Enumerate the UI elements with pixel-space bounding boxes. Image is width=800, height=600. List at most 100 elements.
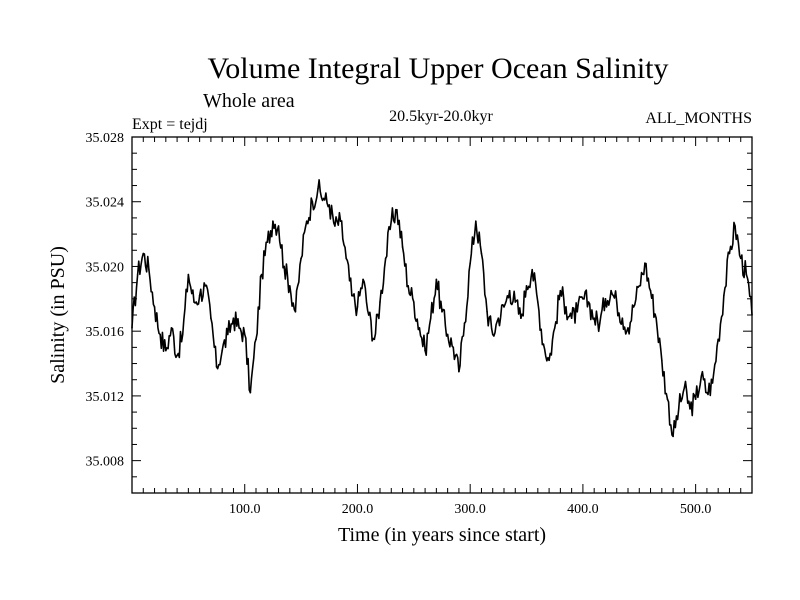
data-point bbox=[486, 310, 488, 313]
x-tick-label: 500.0 bbox=[680, 502, 712, 517]
data-point bbox=[384, 257, 387, 260]
data-point bbox=[458, 370, 460, 373]
data-point bbox=[452, 346, 455, 349]
data-point bbox=[339, 220, 342, 222]
data-point bbox=[345, 257, 347, 260]
data-point bbox=[181, 333, 184, 336]
data-point bbox=[210, 317, 212, 320]
data-point bbox=[745, 273, 748, 276]
y-tick-label: 35.012 bbox=[86, 390, 125, 405]
data-point bbox=[418, 327, 421, 329]
data-point bbox=[305, 220, 308, 222]
series-line-salinity bbox=[131, 179, 753, 438]
data-point bbox=[604, 298, 607, 300]
data-point bbox=[193, 301, 195, 303]
data-point bbox=[401, 246, 404, 248]
chart-subtitle: Whole area bbox=[203, 90, 295, 112]
data-point bbox=[599, 322, 601, 324]
data-point bbox=[390, 220, 393, 222]
chart-title: Volume Integral Upper Ocean Salinity bbox=[208, 52, 669, 85]
data-point bbox=[548, 359, 550, 362]
y-tick-label: 35.016 bbox=[86, 325, 125, 340]
data-point bbox=[356, 306, 359, 308]
data-point bbox=[537, 301, 539, 303]
data-point bbox=[266, 241, 269, 243]
data-point bbox=[593, 317, 595, 320]
data-point bbox=[728, 252, 731, 255]
data-point bbox=[565, 306, 567, 308]
data-point bbox=[677, 408, 680, 410]
data-point bbox=[739, 257, 742, 260]
data-point bbox=[294, 310, 297, 313]
y-tick-label: 35.008 bbox=[86, 455, 125, 470]
data-point bbox=[497, 317, 500, 320]
data-point bbox=[272, 220, 274, 222]
data-point bbox=[396, 209, 398, 211]
data-point bbox=[334, 225, 336, 227]
data-point bbox=[260, 273, 263, 276]
data-point bbox=[570, 317, 573, 320]
data-point bbox=[542, 343, 545, 345]
months-label: ALL_MONTHS bbox=[645, 110, 752, 127]
data-point bbox=[227, 333, 229, 336]
data-point bbox=[367, 314, 370, 316]
data-point bbox=[170, 327, 173, 329]
data-point bbox=[204, 285, 207, 287]
data-point bbox=[159, 333, 161, 336]
x-tick-label: 200.0 bbox=[342, 502, 374, 517]
data-point bbox=[491, 333, 494, 336]
data-point bbox=[553, 327, 556, 329]
data-point bbox=[689, 408, 691, 410]
data-point bbox=[610, 289, 612, 292]
data-point bbox=[621, 317, 624, 320]
data-point bbox=[429, 317, 432, 320]
data-point bbox=[165, 349, 167, 352]
data-point bbox=[289, 285, 291, 287]
data-point bbox=[587, 301, 590, 303]
data-point bbox=[706, 391, 708, 394]
data-point bbox=[232, 317, 235, 320]
data-point bbox=[503, 306, 505, 308]
data-point bbox=[148, 268, 150, 271]
data-point bbox=[520, 317, 522, 320]
data-point bbox=[638, 285, 641, 287]
data-point bbox=[351, 294, 353, 297]
data-point bbox=[283, 265, 285, 268]
data-point bbox=[322, 197, 325, 200]
data-point bbox=[514, 301, 517, 303]
data-point bbox=[328, 204, 331, 206]
data-point bbox=[215, 365, 218, 368]
data-point bbox=[136, 273, 139, 276]
period-label: 20.5kyr-20.0kyr bbox=[389, 108, 493, 125]
data-point bbox=[525, 285, 528, 287]
data-point bbox=[176, 354, 178, 357]
data-point bbox=[627, 327, 629, 329]
data-point bbox=[480, 252, 483, 255]
data-point bbox=[700, 375, 703, 378]
data-point bbox=[683, 387, 686, 389]
data-point bbox=[576, 310, 579, 313]
data-point bbox=[559, 289, 562, 292]
data-point bbox=[666, 398, 669, 400]
data-point bbox=[441, 310, 443, 313]
data-point bbox=[255, 338, 257, 341]
data-point bbox=[582, 298, 584, 300]
x-tick-label: 300.0 bbox=[454, 502, 486, 517]
y-axis-label: Salinity (in PSU) bbox=[47, 246, 69, 384]
data-point bbox=[407, 285, 409, 287]
experiment-label: Expt = tejdj bbox=[132, 116, 208, 133]
data-point bbox=[311, 200, 314, 203]
data-point bbox=[277, 225, 280, 227]
data-point bbox=[469, 262, 471, 265]
data-point bbox=[435, 278, 438, 281]
data-point bbox=[694, 398, 697, 400]
data-point bbox=[615, 301, 618, 303]
y-tick-label: 35.024 bbox=[86, 196, 125, 211]
data-point bbox=[531, 268, 533, 271]
x-tick-label: 400.0 bbox=[567, 502, 599, 517]
x-axis-label: Time (in years since start) bbox=[338, 524, 546, 546]
data-point bbox=[249, 391, 252, 394]
data-point bbox=[446, 333, 449, 336]
data-point bbox=[413, 301, 415, 303]
data-point bbox=[238, 327, 240, 329]
